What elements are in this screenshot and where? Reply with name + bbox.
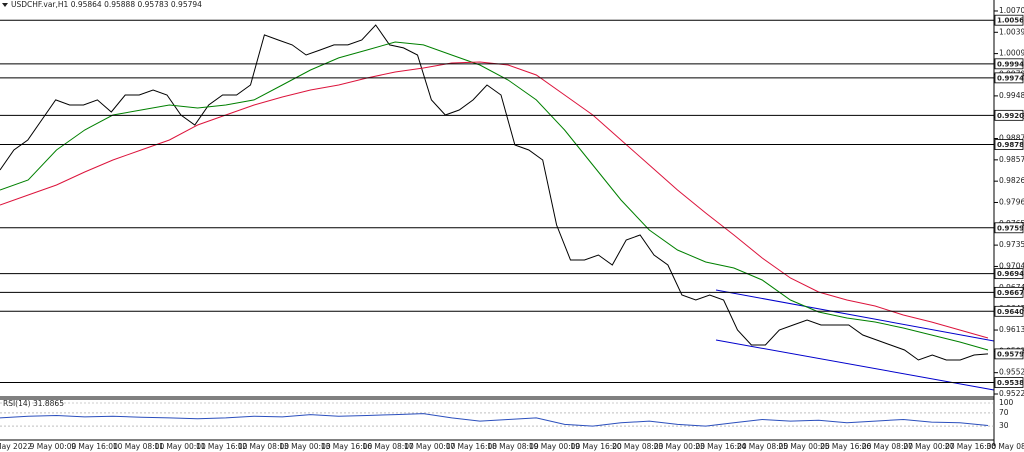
x-tick-label: 25 May 00:00 xyxy=(778,442,830,451)
last-price-label: 0.95794 xyxy=(997,350,1024,358)
level-label: 0.96674 xyxy=(997,289,1024,297)
y-tick-label: 0.95220 xyxy=(999,389,1024,398)
level-label: 0.96403 xyxy=(997,308,1024,316)
x-tick-label: 30 May 08:00 xyxy=(986,442,1024,451)
x-tick-label: 16 May 08:00 xyxy=(362,442,414,451)
x-tick-label: 9 May 16:00 xyxy=(71,442,118,451)
x-tick-label: 20 May 08:00 xyxy=(612,442,664,451)
rsi-tick-label: 100 xyxy=(999,398,1014,407)
y-tick-label: 0.99485 xyxy=(999,91,1024,100)
x-tick-label: 13 May 16:00 xyxy=(321,442,373,451)
level-box xyxy=(994,139,1024,150)
rsi-tick-label: 70 xyxy=(999,408,1009,417)
x-tick-label: 18 May 08:00 xyxy=(487,442,539,451)
x-tick-label: 26 May 08:00 xyxy=(862,442,914,451)
level-box xyxy=(994,58,1024,70)
level-label: 0.99207 xyxy=(997,112,1024,120)
y-tick-label: 1.00395 xyxy=(999,27,1024,36)
y-tick-label: 0.98265 xyxy=(999,176,1024,185)
rsi-title: RSI(14) 31.8865 xyxy=(3,399,64,408)
x-tick-label: 27 May 16:00 xyxy=(945,442,997,451)
level-box xyxy=(994,72,1024,84)
level-label: 0.98789 xyxy=(997,141,1024,149)
x-tick-label: 23 May 00:00 xyxy=(654,442,706,451)
level-label: 0.96942 xyxy=(997,270,1024,278)
level-label: 0.99944 xyxy=(997,60,1024,68)
level-box xyxy=(994,286,1024,298)
level-box xyxy=(994,222,1024,234)
x-tick-label: 23 May 16:00 xyxy=(695,442,747,451)
x-tick-label: 11 May 16:00 xyxy=(196,442,248,451)
last-price-box xyxy=(994,348,1024,360)
menu-arrow[interactable] xyxy=(2,3,8,7)
x-tick-label: 24 May 08:00 xyxy=(737,442,789,451)
x-tick-label: 6 May 2022 xyxy=(0,442,32,451)
level-label: 1.00568 xyxy=(997,17,1024,25)
level-label: 0.99743 xyxy=(997,74,1024,82)
x-tick-label: 19 May 00:00 xyxy=(529,442,581,451)
y-tick-label: 0.96135 xyxy=(999,325,1024,334)
level-box xyxy=(994,305,1024,317)
rsi-tick-label: 30 xyxy=(999,421,1009,430)
chart-title: USDCHF.var,H1 0.95864 0.95888 0.95783 0.… xyxy=(11,0,202,9)
x-tick-label: 12 May 08:00 xyxy=(238,442,290,451)
level-label: 0.95384 xyxy=(997,379,1024,387)
x-tick-label: 17 May 00:00 xyxy=(404,442,456,451)
level-box xyxy=(994,109,1024,121)
level-box xyxy=(994,268,1024,280)
x-tick-label: 10 May 08:00 xyxy=(113,442,165,451)
y-tick-label: 0.98875 xyxy=(999,134,1024,143)
level-box xyxy=(994,377,1024,388)
x-tick-label: 9 May 00:00 xyxy=(30,442,77,451)
series-line xyxy=(0,413,989,427)
channel-lower xyxy=(715,339,995,391)
y-tick-label: 0.95525 xyxy=(999,368,1024,377)
level-label: 0.97598 xyxy=(997,224,1024,232)
x-tick-label: 13 May 00:00 xyxy=(279,442,331,451)
level-box xyxy=(994,14,1024,26)
y-tick-label: 0.97045 xyxy=(999,261,1024,270)
x-tick-label: 17 May 16:00 xyxy=(446,442,498,451)
channel-upper xyxy=(715,289,995,342)
x-tick-label: 19 May 16:00 xyxy=(570,442,622,451)
y-tick-label: 1.00700 xyxy=(999,6,1024,15)
x-tick-label: 11 May 00:00 xyxy=(154,442,206,451)
series-line xyxy=(0,24,989,361)
x-tick-label: 25 May 16:00 xyxy=(820,442,872,451)
series-line xyxy=(0,41,989,351)
x-tick-label: 27 May 00:00 xyxy=(903,442,955,451)
